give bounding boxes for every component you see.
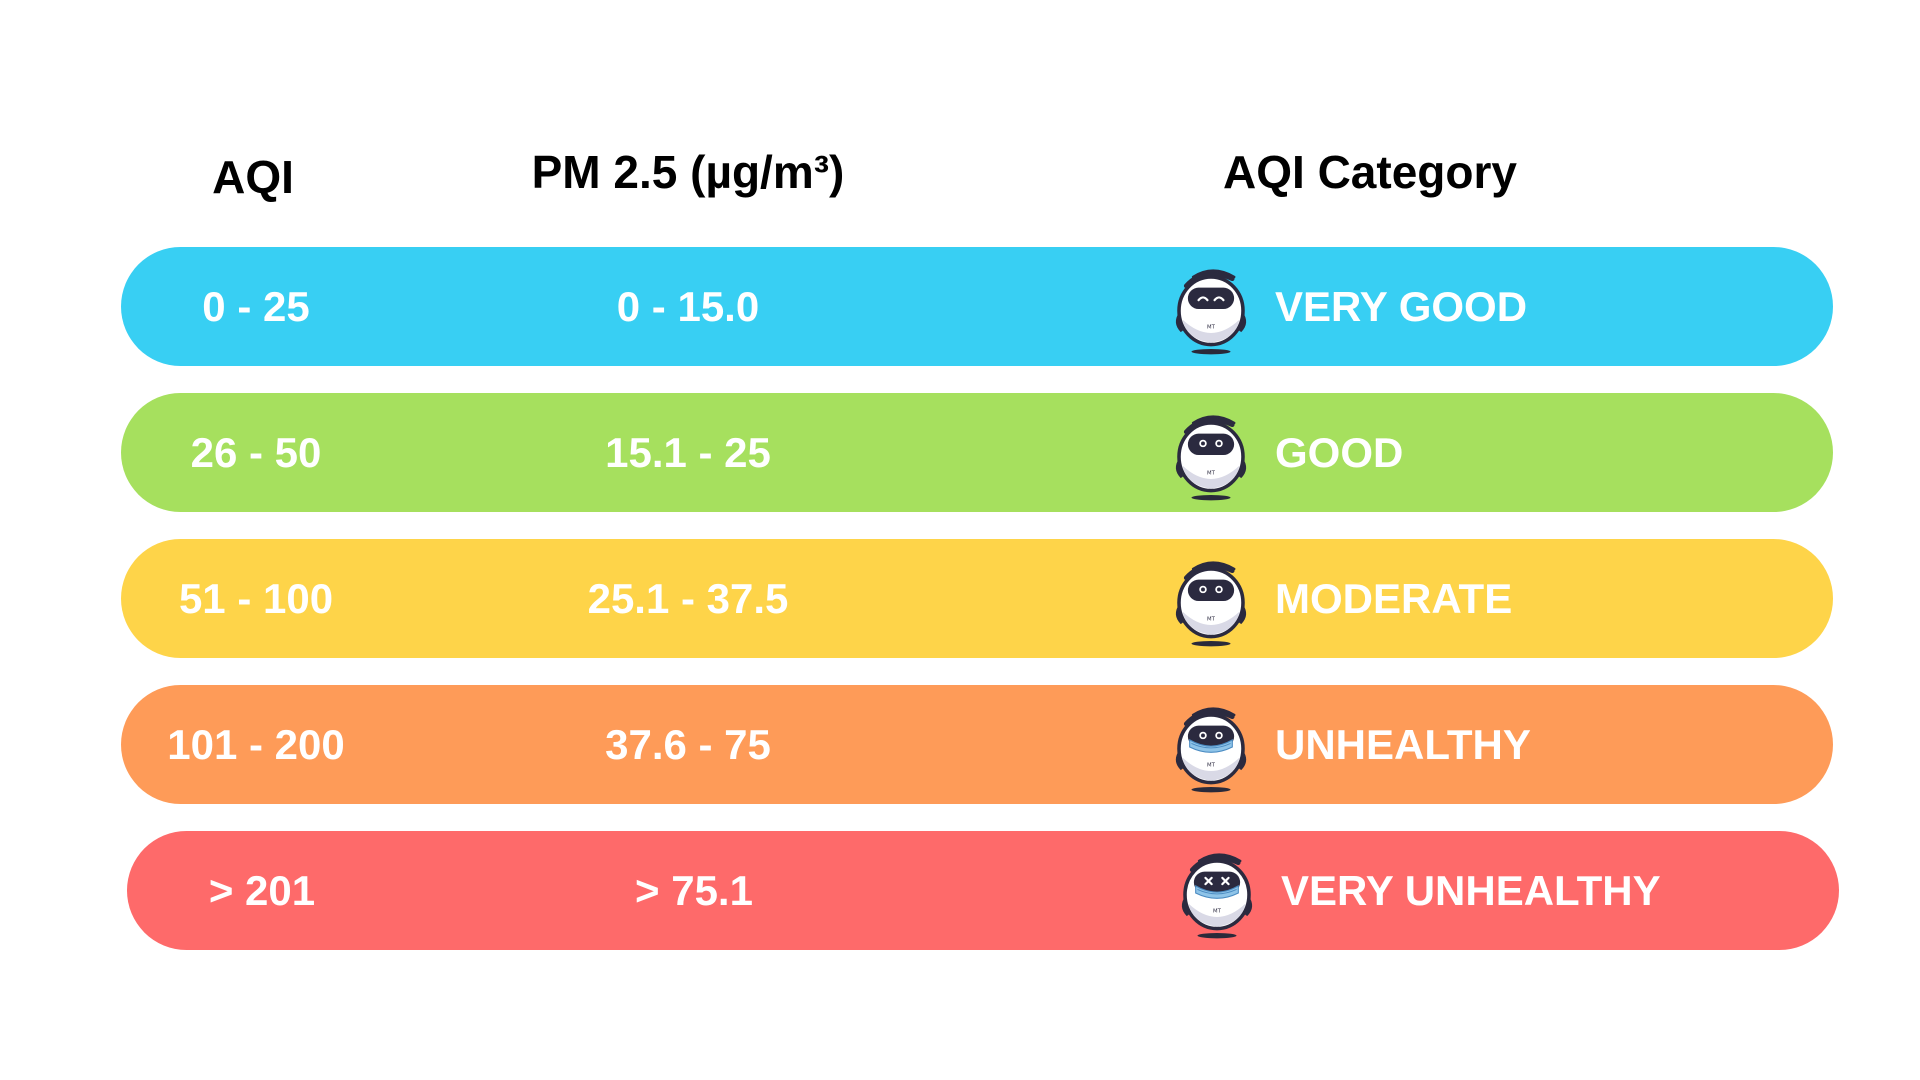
header-aqi-category: AQI Category: [1223, 146, 1517, 198]
svg-text:MT: MT: [1213, 909, 1222, 915]
svg-text:MT: MT: [1207, 325, 1216, 331]
aqi-row: 0 - 25 0 - 15.0 MT VERY GOOD: [121, 247, 1833, 366]
header-aqi: AQI: [212, 151, 294, 203]
pm25-range: 15.1 - 25: [605, 429, 771, 476]
svg-text:MT: MT: [1207, 763, 1216, 769]
robot-mascot-neutral-icon: MT: [1166, 407, 1256, 503]
aqi-category-label: UNHEALTHY: [1275, 721, 1531, 768]
header-pm25: PM 2.5 (µg/m³): [531, 146, 845, 198]
table-header: AQI PM 2.5 (µg/m³) AQI Category: [0, 0, 1920, 240]
pm25-range: 0 - 15.0: [616, 283, 760, 330]
robot-mascot-neutral-icon: MT: [1166, 553, 1256, 649]
aqi-row: > 201 > 75.1 MT VERY UNHEALTHY: [127, 831, 1839, 950]
aqi-category-label: VERY GOOD: [1275, 283, 1528, 330]
aqi-category-label: MODERATE: [1275, 575, 1513, 622]
aqi-range: 0 - 25: [202, 283, 310, 330]
pm25-range: > 75.1: [635, 867, 753, 914]
aqi-category-label: GOOD: [1275, 429, 1404, 476]
svg-text:MT: MT: [1207, 617, 1216, 623]
robot-mascot-happy-icon: MT: [1166, 261, 1256, 357]
aqi-range: 101 - 200: [167, 721, 345, 768]
aqi-category-label: VERY UNHEALTHY: [1281, 867, 1661, 914]
aqi-row: 101 - 200 37.6 - 75 MT UNHEALTHY: [121, 685, 1833, 804]
pm25-range: 37.6 - 75: [605, 721, 771, 768]
robot-mascot-dizzy-masked-icon: MT: [1172, 845, 1262, 941]
aqi-range: 26 - 50: [190, 429, 322, 476]
aqi-range: 51 - 100: [178, 575, 334, 622]
aqi-range: > 201: [208, 867, 316, 914]
aqi-row: 26 - 50 15.1 - 25 MT GOOD: [121, 393, 1833, 512]
robot-mascot-masked-icon: MT: [1166, 699, 1256, 795]
pm25-range: 25.1 - 37.5: [587, 575, 789, 622]
svg-text:MT: MT: [1207, 471, 1216, 477]
aqi-row: 51 - 100 25.1 - 37.5 MT MODERATE: [121, 539, 1833, 658]
